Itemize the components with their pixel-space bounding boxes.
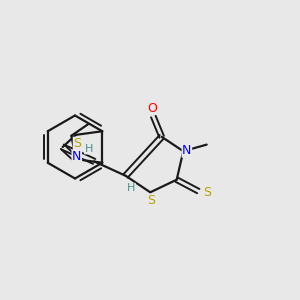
Text: S: S (203, 186, 211, 199)
Text: N: N (72, 150, 82, 163)
Text: O: O (147, 101, 157, 115)
Text: N: N (182, 144, 192, 157)
Text: S: S (74, 137, 81, 150)
Text: H: H (127, 183, 135, 194)
Text: S: S (148, 194, 155, 207)
Text: H: H (85, 144, 93, 154)
